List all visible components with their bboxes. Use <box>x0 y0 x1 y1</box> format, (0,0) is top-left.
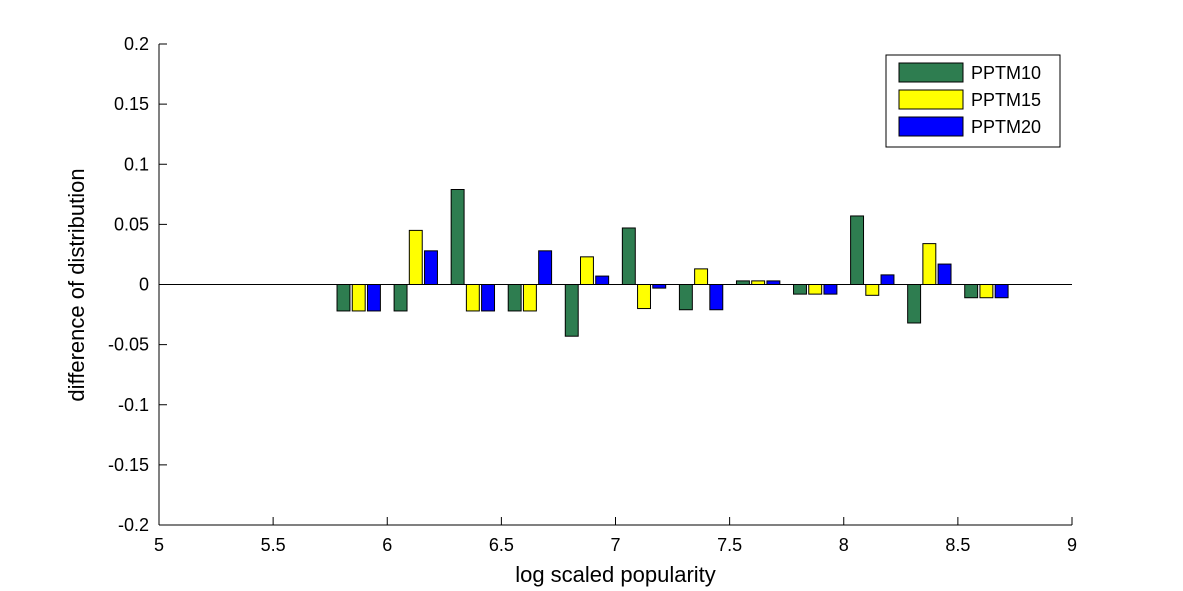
bar-pptm15-6 <box>637 284 651 310</box>
bar-pptm20-6 <box>652 284 667 289</box>
bar-pptm10-2 <box>393 284 408 312</box>
bar-pptm20-2 <box>424 250 438 285</box>
x-tick-label: 5 <box>154 535 164 555</box>
x-tick-label: 6 <box>382 535 392 555</box>
bar-pptm10-6 <box>621 227 636 285</box>
x-tick-label: 7.5 <box>717 535 742 555</box>
bar-pptm20-3 <box>481 284 496 312</box>
bar-pptm10-4 <box>507 284 522 312</box>
x-tick-label: 8.5 <box>945 535 970 555</box>
bar-pptm15-11 <box>922 243 937 285</box>
bar-pptm10-11 <box>907 284 922 324</box>
bar-pptm10-10 <box>850 215 865 286</box>
bar-pptm20-5 <box>595 275 610 285</box>
bar-pptm10-12 <box>964 284 979 299</box>
bar-pptm15-4 <box>522 284 537 312</box>
y-tick-label: 0.15 <box>114 94 149 114</box>
bar-pptm15-12 <box>979 284 994 299</box>
legend-swatch-pptm10 <box>898 62 964 83</box>
bar-pptm20-7 <box>709 284 724 311</box>
bar-pptm20-9 <box>823 284 838 295</box>
bar-pptm15-3 <box>465 284 480 312</box>
bar-pptm20-4 <box>538 250 553 285</box>
bars-layer <box>336 189 1009 337</box>
legend-swatch-pptm15 <box>898 89 964 110</box>
bar-pptm10-1 <box>336 284 351 312</box>
y-tick-label: 0.1 <box>124 154 149 174</box>
x-tick-label: 5.5 <box>261 535 286 555</box>
bar-pptm20-10 <box>880 274 895 286</box>
legend: PPTM10 PPTM15 PPTM20 <box>885 54 1061 148</box>
x-tick-label: 8 <box>839 535 849 555</box>
bar-pptm10-9 <box>793 284 807 295</box>
bar-pptm15-10 <box>865 284 880 296</box>
bar-pptm20-1 <box>366 284 381 312</box>
bar-pptm10-8 <box>735 280 750 286</box>
bar-pptm20-8 <box>766 280 781 286</box>
bar-pptm10-5 <box>564 284 579 337</box>
bar-pptm15-5 <box>580 256 594 285</box>
y-tick-label: 0.05 <box>114 214 149 234</box>
bar-pptm20-12 <box>994 284 1009 299</box>
bar-pptm10-3 <box>450 189 465 285</box>
bar-pptm15-8 <box>751 280 766 286</box>
x-axis-label: log scaled popularity <box>515 562 716 587</box>
x-tick-label: 7 <box>610 535 620 555</box>
y-tick-label: -0.1 <box>118 395 149 415</box>
bar-pptm20-11 <box>937 263 952 285</box>
bar-pptm15-2 <box>408 229 423 285</box>
y-tick-label: 0.2 <box>124 34 149 54</box>
y-tick-label: -0.15 <box>108 455 149 475</box>
bar-pptm15-1 <box>351 284 366 312</box>
y-axis-label: difference of distribution <box>64 168 89 401</box>
axes-layer: 5 5.5 6 6.5 7 7.5 8 8.5 9 -0.2 -0.15 -0.1 -0.05 0 0.05… <box>108 34 1077 555</box>
bar-pptm15-7 <box>694 268 709 285</box>
legend-label-pptm20: PPTM20 <box>971 117 1041 137</box>
bar-pptm15-9 <box>808 284 823 295</box>
legend-label-pptm15: PPTM15 <box>971 90 1041 110</box>
y-tick-label: -0.05 <box>108 335 149 355</box>
x-tick-label: 6.5 <box>489 535 514 555</box>
y-tick-label: -0.2 <box>118 515 149 535</box>
y-tick-label: 0 <box>139 275 149 295</box>
legend-swatch-pptm20 <box>898 116 964 137</box>
x-tick-label: 9 <box>1067 535 1077 555</box>
legend-label-pptm10: PPTM10 <box>971 63 1041 83</box>
bar-pptm10-7 <box>678 284 693 311</box>
